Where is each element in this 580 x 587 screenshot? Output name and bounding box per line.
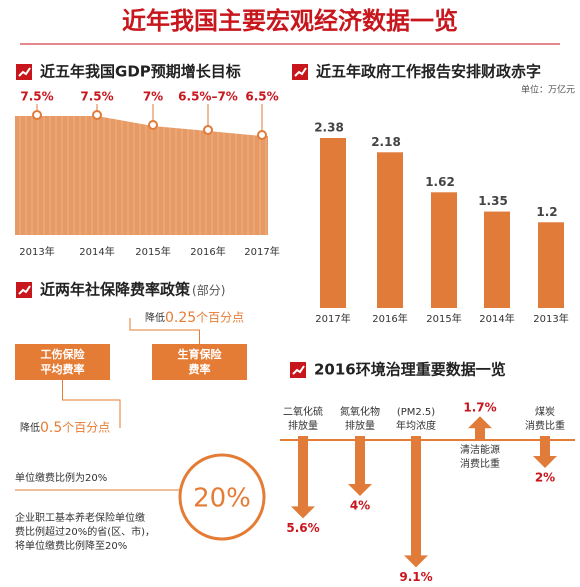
badge-ring [178,453,266,541]
bar [320,138,346,308]
point [203,125,213,135]
x-tick-label: 2016年 [190,245,225,258]
change-prefix: 降低 [145,311,165,324]
x-tick-label: 2014年 [79,245,114,258]
bar [431,192,457,308]
value-label: 2% [535,471,555,485]
change-suffix: 个百分点 [196,311,244,325]
policy-name: 平均费率 [41,362,85,376]
section-note: (部分) [192,283,225,298]
arrow [468,416,492,440]
description: 将单位缴费比例降至20% [15,539,127,552]
x-tick-label: 2014年 [479,312,514,325]
category-label: 二氧化硫 [283,405,323,418]
section-icon-line [292,365,305,375]
bar [538,222,564,308]
value-label: 9.1% [399,570,432,584]
category-label: 氮氧化物 [340,405,380,418]
area [15,115,268,235]
change-amount: 0.25 [165,310,196,326]
section-title: 2016环境治理重要数据一览 [314,361,506,379]
section-icon-line [18,285,31,295]
arrow [291,436,315,519]
category-label: 排放量 [345,419,375,432]
x-tick-label: 2013年 [19,245,54,258]
change-amount: 0.5 [40,420,62,436]
policy-box [15,344,110,380]
point [257,130,267,140]
value-label: 1.35 [478,194,508,208]
rate-line: 单位缴费比例为20% [15,471,107,484]
description: 企业职工基本养老保险单位缴 [15,511,145,524]
category-label: 消费比重 [525,419,565,432]
policy-name: 费率 [189,362,211,376]
point [92,110,102,120]
bar [484,211,510,308]
category-label: 排放量 [288,419,318,432]
value-label: 5.6% [286,521,319,535]
category-label: 消费比重 [460,457,500,470]
arrow [348,436,372,496]
category-label: 清洁能源 [460,443,500,456]
policy-name: 工伤保险 [41,347,86,361]
value-label: 2.18 [371,135,401,149]
connector [62,380,121,428]
unit-label: 单位：万亿元 [521,84,575,96]
section-title: 近五年我国GDP预期增长目标 [40,63,241,81]
value-label: 7.5% [20,90,53,104]
value-label: 7% [143,90,163,104]
x-tick-label: 2013年 [533,312,568,325]
value-label: 6.5% [245,90,278,104]
arrow [533,436,557,468]
point [148,120,158,130]
value-label: 7.5% [80,90,113,104]
value-label: 4% [350,499,370,513]
change-suffix: 个百分点 [62,421,110,435]
arrow [404,436,428,568]
section-icon-line [18,67,31,77]
category-label: 年均浓度 [396,419,436,432]
section-icon-line [294,67,307,77]
category-label: (PM2.5) [397,407,435,418]
page-title: 近年我国主要宏观经济数据一览 [122,7,458,35]
policy-box [152,344,247,380]
connector [129,318,200,344]
category-label: 煤炭 [535,405,555,418]
x-tick-label: 2015年 [426,312,461,325]
value-label: 1.7% [463,401,496,415]
description: 费比例超过20%的省(区、市)， [15,525,155,538]
policy-name: 生育保险 [178,347,223,361]
x-tick-label: 2016年 [372,312,407,325]
badge: 20% [193,484,251,514]
x-tick-label: 2017年 [244,245,279,258]
change-prefix: 降低 [20,421,40,434]
value-label: 6.5%–7% [178,90,238,104]
section-title: 近两年社保降费率政策 [40,281,191,299]
point [32,110,42,120]
value-label: 1.2 [536,205,557,219]
x-tick-label: 2015年 [135,245,170,258]
value-label: 2.38 [314,121,344,135]
x-tick-label: 2017年 [315,312,350,325]
bar [377,152,403,308]
section-title: 近五年政府工作报告安排财政赤字 [316,63,541,81]
value-label: 1.62 [425,175,455,189]
